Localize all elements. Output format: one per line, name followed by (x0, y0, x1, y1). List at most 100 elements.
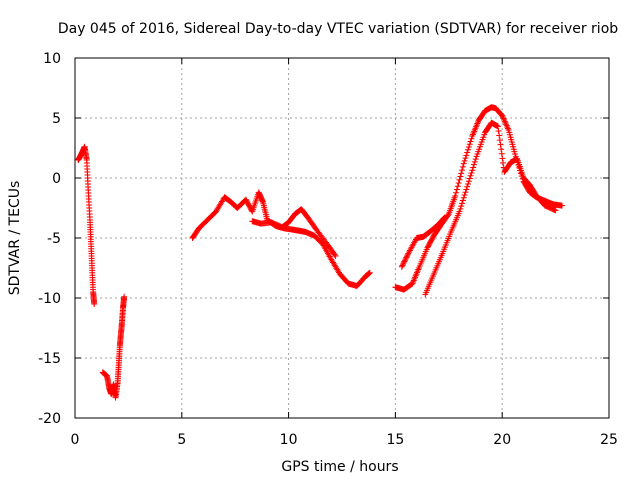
chart-title: Day 045 of 2016, Sidereal Day-to-day VTE… (58, 21, 618, 37)
data-point (402, 257, 409, 264)
series-riob-d (249, 206, 339, 259)
data-point (471, 158, 478, 165)
y-tick-label: -15 (38, 351, 61, 367)
data-point (458, 203, 465, 210)
series-riob-g (422, 119, 559, 298)
x-axis-label: GPS time / hours (281, 459, 398, 475)
data-point (455, 180, 462, 187)
data-point (464, 149, 471, 156)
data-point (465, 178, 472, 185)
data-point (504, 124, 511, 131)
y-tick-label: 10 (43, 51, 61, 67)
data-point (503, 121, 510, 128)
data-point (441, 214, 448, 221)
data-point (498, 150, 505, 157)
data-point (403, 253, 410, 260)
data-point (468, 135, 475, 142)
data-point (500, 115, 507, 122)
data-point (465, 146, 472, 153)
data-point (459, 167, 466, 174)
data-point (453, 186, 460, 193)
data-point (366, 269, 373, 276)
data-point (331, 251, 338, 258)
data-point (559, 202, 566, 209)
data-point (462, 155, 469, 162)
data-point (460, 160, 467, 167)
y-axis-label: SDTVAR / TECUs (7, 181, 23, 296)
data-point (459, 163, 466, 170)
data-point (465, 181, 472, 187)
data-point (496, 132, 503, 139)
data-point (461, 192, 468, 199)
plot-frame (74, 57, 610, 419)
data-point (452, 193, 459, 199)
data-point (498, 146, 505, 153)
data-point (499, 112, 506, 119)
data-point (332, 253, 339, 259)
x-tick-label: 15 (386, 432, 404, 448)
data-point (453, 189, 460, 196)
data-points (75, 104, 566, 401)
data-point (458, 170, 465, 177)
data-point (464, 183, 471, 190)
data-point (463, 152, 470, 159)
data-point (500, 159, 507, 166)
data-point (469, 167, 476, 174)
data-point (459, 200, 466, 207)
data-point (471, 161, 478, 168)
data-point (400, 259, 407, 266)
data-point (494, 123, 501, 130)
data-point (399, 262, 406, 269)
tick-labels: 0 5 10 15 20 25 -20 -15 -10 -5 0 5 10 (38, 51, 618, 448)
y-tick-label: -5 (47, 231, 61, 247)
data-point (398, 263, 405, 270)
data-point (468, 169, 475, 176)
data-point (496, 137, 503, 144)
series-riob-a (75, 143, 98, 307)
data-point (402, 255, 409, 262)
data-point (497, 141, 504, 148)
data-point (461, 157, 468, 164)
x-tick-label: 10 (280, 432, 298, 448)
data-point (459, 197, 466, 204)
x-tick-label: 5 (177, 432, 186, 448)
data-point (467, 172, 474, 179)
x-tick-label: 25 (600, 432, 618, 448)
data-point (466, 141, 473, 148)
data-point (401, 258, 408, 265)
x-tick-label: 0 (71, 432, 80, 448)
x-tick-label: 20 (493, 432, 511, 448)
data-point (470, 164, 477, 171)
data-point (403, 254, 410, 261)
data-point (503, 122, 510, 129)
data-point (499, 114, 506, 121)
y-tick-label: 5 (52, 111, 61, 127)
data-point (457, 173, 464, 180)
data-point (121, 293, 128, 300)
data-point (456, 208, 463, 215)
data-point (463, 186, 470, 193)
data-point (466, 175, 473, 182)
data-point (440, 215, 447, 222)
data-point (499, 155, 506, 162)
data-point (456, 176, 463, 183)
series-riob-f (398, 214, 448, 270)
series-riob-b (99, 293, 128, 401)
data-point (462, 189, 469, 196)
y-tick-label: -20 (38, 411, 61, 427)
data-point (495, 127, 502, 134)
y-tick-label: 0 (52, 171, 61, 187)
data-point (472, 156, 479, 163)
data-point (502, 119, 509, 126)
data-point (460, 194, 467, 201)
data-point (501, 118, 508, 125)
data-point (91, 301, 98, 307)
grid-lines (75, 58, 609, 418)
data-point (552, 207, 559, 214)
data-point (504, 125, 511, 132)
data-point (454, 183, 461, 190)
data-point (400, 261, 407, 268)
data-point (444, 212, 451, 219)
data-point (501, 116, 508, 123)
